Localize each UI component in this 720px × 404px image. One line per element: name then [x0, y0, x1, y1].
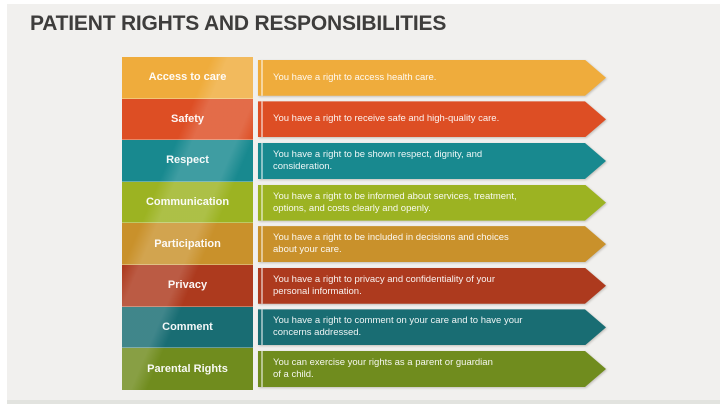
- right-arrow-wrap: You have a right to be included in decis…: [258, 223, 606, 265]
- right-arrow-wrap: You have a right to be shown respect, di…: [258, 140, 606, 182]
- rights-row: Parental Rights You can exercise your ri…: [122, 348, 597, 390]
- right-description-arrow: You have a right to privacy and confiden…: [258, 268, 606, 304]
- slide-title: PATIENT RIGHTS AND RESPONSIBILITIES: [30, 12, 447, 35]
- right-description-text: You can exercise your rights as a parent…: [273, 356, 493, 380]
- right-description-arrow: You have a right to be shown respect, di…: [258, 143, 606, 179]
- right-description-text: You have a right to be shown respect, di…: [273, 148, 483, 172]
- rights-row: Participation You have a right to be inc…: [122, 223, 597, 265]
- right-category-label: Safety: [170, 112, 205, 125]
- right-description-arrow: You have a right to be included in decis…: [258, 226, 606, 262]
- rights-row: Safety You have a right to receive safe …: [122, 98, 597, 141]
- right-description-arrow: You have a right to access health care.: [258, 60, 606, 96]
- right-description-arrow: You can exercise your rights as a parent…: [258, 351, 606, 387]
- right-category-box: Parental Rights: [122, 348, 253, 390]
- right-category-label: Privacy: [167, 279, 208, 292]
- right-description-text: You have a right to comment on your care…: [273, 315, 523, 339]
- right-arrow-wrap: You have a right to receive safe and hig…: [258, 99, 606, 141]
- slide-bottom-edge: [7, 400, 720, 404]
- right-description-text: You have a right to receive safe and hig…: [273, 113, 500, 125]
- right-arrow-wrap: You can exercise your rights as a parent…: [258, 348, 606, 390]
- rights-row: Comment You have a right to comment on y…: [122, 306, 597, 349]
- right-arrow-wrap: You have a right to access health care.: [258, 57, 606, 99]
- right-description-text: You have a right to be included in decis…: [273, 232, 509, 256]
- right-arrow-wrap: You have a right to comment on your care…: [258, 307, 606, 349]
- right-description-text: You have a right to be informed about se…: [273, 190, 517, 214]
- right-category-label: Parental Rights: [147, 362, 228, 375]
- right-category-label: Comment: [162, 320, 213, 333]
- rights-row: Privacy You have a right to privacy and …: [122, 264, 597, 307]
- right-category-box: Privacy: [122, 264, 253, 307]
- right-category-box: Communication: [122, 181, 253, 224]
- right-category-label: Participation: [154, 237, 221, 250]
- right-category-box: Access to care: [122, 57, 253, 99]
- right-description-text: You have a right to privacy and confiden…: [273, 273, 495, 297]
- right-category-box: Comment: [122, 306, 253, 349]
- right-arrow-wrap: You have a right to be informed about se…: [258, 182, 606, 224]
- right-category-label: Access to care: [148, 71, 227, 84]
- right-description-arrow: You have a right to comment on your care…: [258, 309, 606, 345]
- rights-row: Access to care You have a right to acces…: [122, 57, 597, 99]
- right-category-label: Communication: [145, 196, 230, 209]
- right-description-text: You have a right to access health care.: [273, 71, 437, 83]
- right-description-arrow: You have a right to be informed about se…: [258, 185, 606, 221]
- right-description-arrow: You have a right to receive safe and hig…: [258, 101, 606, 137]
- right-category-box: Safety: [122, 98, 253, 141]
- rights-row: Communication You have a right to be inf…: [122, 181, 597, 224]
- right-category-box: Participation: [122, 223, 253, 265]
- patient-rights-diagram: Access to care You have a right to acces…: [122, 57, 597, 390]
- right-category-label: Respect: [166, 154, 209, 167]
- rights-row: Respect You have a right to be shown res…: [122, 140, 597, 182]
- right-category-box: Respect: [122, 140, 253, 182]
- slide-background: PATIENT RIGHTS AND RESPONSIBILITIES Acce…: [7, 4, 720, 404]
- rights-rows-container: Access to care You have a right to acces…: [122, 57, 597, 390]
- right-arrow-wrap: You have a right to privacy and confiden…: [258, 265, 606, 307]
